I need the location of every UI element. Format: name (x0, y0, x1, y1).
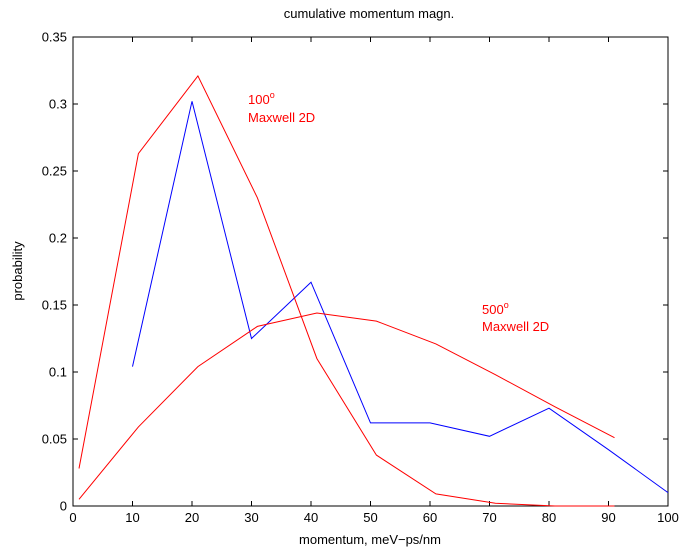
annotation-500-value: 500 (482, 302, 504, 317)
x-tick-label: 30 (244, 510, 258, 525)
x-tick-label: 50 (363, 510, 377, 525)
series-line-2 (78, 74, 615, 507)
plot-area (72, 36, 669, 507)
annotation-100-degree: o (270, 90, 275, 100)
y-tick-label: 0.1 (49, 365, 67, 380)
y-tick-label: 0.15 (42, 298, 67, 313)
annotation-100-value: 100 (248, 92, 270, 107)
annotation-100-model: Maxwell 2D (248, 110, 315, 125)
annotation-500-degree: o (504, 300, 509, 310)
x-tick-label: 100 (657, 510, 679, 525)
y-axis-label: probability (10, 241, 25, 301)
y-tick-label: 0 (60, 499, 67, 514)
y-tick-label: 0.05 (42, 432, 67, 447)
y-tick-label: 0.25 (42, 164, 67, 179)
series-line-1 (132, 101, 669, 494)
y-tick-label: 0.3 (49, 97, 67, 112)
x-tick-label: 70 (482, 510, 496, 525)
annotation-100-label: 100o (248, 90, 275, 107)
annotation-500-label: 500o (482, 300, 509, 317)
series-line-3 (78, 312, 615, 500)
x-axis-label: momentum, meV−ps/nm (299, 532, 441, 547)
y-axis: 0 0.05 0.1 0.15 0.2 0.25 0.3 0.35 (42, 30, 668, 514)
y-tick-label: 0.2 (49, 231, 67, 246)
x-tick-label: 10 (125, 510, 139, 525)
annotation-500-model: Maxwell 2D (482, 319, 549, 334)
chart-title: cumulative momentum magn. (284, 6, 455, 21)
series-layer (78, 74, 669, 507)
x-tick-label: 80 (542, 510, 556, 525)
x-tick-label: 90 (601, 510, 615, 525)
y-tick-label: 0.35 (42, 30, 67, 45)
x-tick-label: 20 (185, 510, 199, 525)
x-tick-label: 60 (423, 510, 437, 525)
x-axis: 0 10 20 30 40 50 60 70 80 90 100 (69, 37, 679, 525)
x-tick-label: 0 (69, 510, 76, 525)
x-tick-label: 40 (304, 510, 318, 525)
